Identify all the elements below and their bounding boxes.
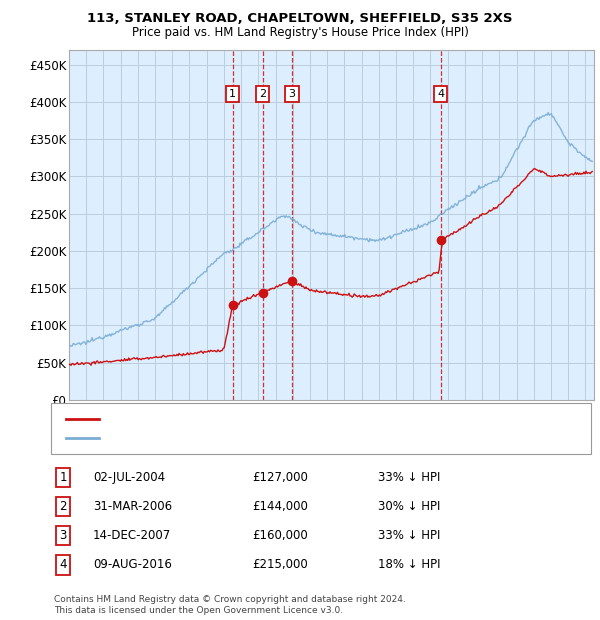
Text: 113, STANLEY ROAD, CHAPELTOWN, SHEFFIELD, S35 2XS: 113, STANLEY ROAD, CHAPELTOWN, SHEFFIELD… [87,12,513,25]
Text: 18% ↓ HPI: 18% ↓ HPI [378,559,440,571]
Text: This data is licensed under the Open Government Licence v3.0.: This data is licensed under the Open Gov… [54,606,343,614]
Text: 1: 1 [59,471,67,484]
Text: 14-DEC-2007: 14-DEC-2007 [93,529,171,542]
Text: £215,000: £215,000 [252,559,308,571]
Text: HPI: Average price, detached house, Sheffield: HPI: Average price, detached house, Shef… [102,433,341,443]
Text: 02-JUL-2004: 02-JUL-2004 [93,471,165,484]
Text: 33% ↓ HPI: 33% ↓ HPI [378,471,440,484]
Text: 4: 4 [59,559,67,571]
Text: £144,000: £144,000 [252,500,308,513]
Text: 31-MAR-2006: 31-MAR-2006 [93,500,172,513]
Text: 4: 4 [437,89,445,99]
Text: 113, STANLEY ROAD, CHAPELTOWN, SHEFFIELD, S35 2XS (detached house): 113, STANLEY ROAD, CHAPELTOWN, SHEFFIELD… [102,414,494,423]
Text: 1: 1 [229,89,236,99]
Text: £127,000: £127,000 [252,471,308,484]
Text: 2: 2 [259,89,266,99]
Text: 33% ↓ HPI: 33% ↓ HPI [378,529,440,542]
Text: Price paid vs. HM Land Registry's House Price Index (HPI): Price paid vs. HM Land Registry's House … [131,26,469,39]
Text: £160,000: £160,000 [252,529,308,542]
Text: Contains HM Land Registry data © Crown copyright and database right 2024.: Contains HM Land Registry data © Crown c… [54,595,406,604]
Text: 3: 3 [59,529,67,542]
Text: 09-AUG-2016: 09-AUG-2016 [93,559,172,571]
Text: 2: 2 [59,500,67,513]
Text: 30% ↓ HPI: 30% ↓ HPI [378,500,440,513]
Text: 3: 3 [289,89,295,99]
